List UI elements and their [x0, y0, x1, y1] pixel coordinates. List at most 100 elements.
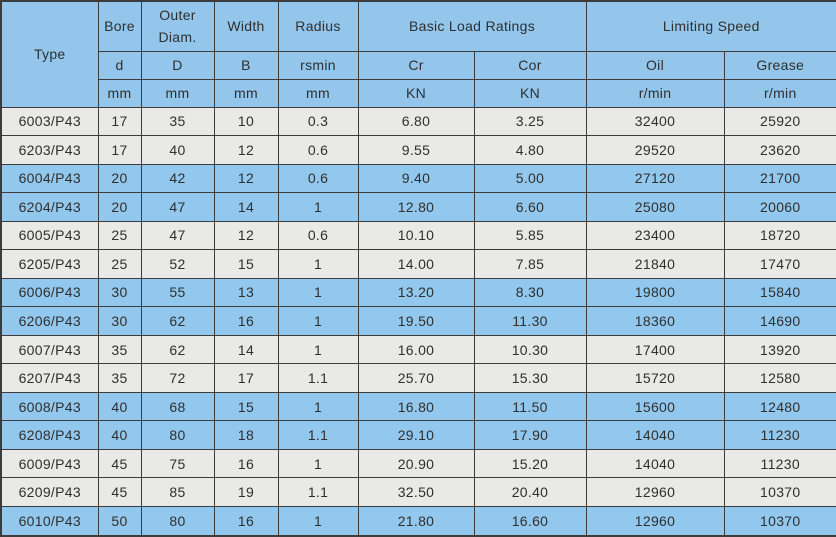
header-symbol-rsmin: rsmin	[277, 50, 359, 80]
table-row: 6205/P43 25 52 15 1 14.00 7.85 21840 17470	[0, 249, 836, 279]
header-row-symbols: d D B rsmin Cr Cor Oil Grease	[1, 50, 836, 80]
header-outer-diam: Outer Diam.	[140, 0, 215, 52]
cell-B: 16	[213, 306, 279, 336]
cell-cr: 32.50	[357, 477, 475, 507]
table-row: 6208/P43 40 80 18 1.1 29.10 17.90 14040 11230	[0, 420, 836, 450]
cell-d: 35	[97, 363, 142, 393]
cell-cor: 17.90	[473, 420, 587, 450]
table-header: Type Bore Outer Diam. Width Radius Basic…	[0, 0, 836, 108]
header-outer-diam-line2: Diam.	[158, 29, 197, 46]
cell-rsmin: 1	[277, 306, 359, 336]
header-symbol-cr: Cr	[357, 50, 475, 80]
table-row: 6206/P43 30 62 16 1 19.50 11.30 18360 14690	[0, 306, 836, 336]
cell-oil: 14040	[585, 448, 725, 479]
header-unit-cr: KN	[357, 78, 475, 108]
cell-grease: 15840	[723, 277, 836, 308]
cell-grease: 13920	[723, 334, 836, 365]
cell-B: 16	[213, 448, 279, 479]
cell-cr: 21.80	[357, 505, 475, 537]
cell-type: 6006/P43	[0, 277, 99, 308]
cell-cor: 5.85	[473, 220, 587, 251]
cell-rsmin: 0.6	[277, 135, 359, 165]
table-row: 6207/P43 35 72 17 1.1 25.70 15.30 15720 12580	[0, 363, 836, 393]
table-row: 6204/P43 20 47 14 1 12.80 6.60 25080 20060	[0, 192, 836, 222]
cell-grease: 23620	[723, 135, 836, 165]
cell-D: 47	[140, 220, 215, 251]
header-type: Type	[0, 0, 99, 108]
header-unit-oil: r/min	[585, 78, 725, 108]
cell-D: 55	[140, 277, 215, 308]
table-row: 6010/P43 50 80 16 1 21.80 16.60 12960 10370	[0, 505, 836, 537]
header-unit-B: mm	[213, 78, 279, 108]
cell-cr: 10.10	[357, 220, 475, 251]
cell-rsmin: 1	[277, 448, 359, 479]
cell-D: 52	[140, 249, 215, 279]
cell-B: 17	[213, 363, 279, 393]
cell-D: 68	[140, 391, 215, 422]
cell-type: 6003/P43	[0, 106, 99, 137]
table-row: 6209/P43 45 85 19 1.1 32.50 20.40 12960 10370	[0, 477, 836, 507]
cell-oil: 32400	[585, 106, 725, 137]
cell-type: 6209/P43	[0, 477, 99, 507]
cell-d: 45	[97, 448, 142, 479]
cell-type: 6205/P43	[0, 249, 99, 279]
header-width: Width	[213, 0, 279, 52]
cell-oil: 25080	[585, 192, 725, 222]
cell-D: 62	[140, 306, 215, 336]
cell-B: 14	[213, 192, 279, 222]
cell-B: 19	[213, 477, 279, 507]
cell-d: 25	[97, 220, 142, 251]
cell-cor: 7.85	[473, 249, 587, 279]
cell-d: 40	[97, 391, 142, 422]
cell-grease: 12580	[723, 363, 836, 393]
cell-grease: 21700	[723, 163, 836, 194]
cell-cor: 11.50	[473, 391, 587, 422]
table-body: 6003/P43 17 35 10 0.3 6.80 3.25 32400 25920 6203/…	[0, 106, 836, 537]
header-limiting-speed: Limiting Speed	[585, 0, 836, 52]
cell-B: 12	[213, 135, 279, 165]
cell-oil: 19800	[585, 277, 725, 308]
cell-d: 17	[97, 106, 142, 137]
header-symbol-d: d	[97, 50, 142, 80]
cell-cr: 12.80	[357, 192, 475, 222]
cell-rsmin: 0.6	[277, 220, 359, 251]
cell-cr: 25.70	[357, 363, 475, 393]
header-unit-D: mm	[140, 78, 215, 108]
cell-D: 42	[140, 163, 215, 194]
cell-grease: 11230	[723, 448, 836, 479]
cell-rsmin: 1	[277, 192, 359, 222]
cell-oil: 12960	[585, 477, 725, 507]
table-row: 6008/P43 40 68 15 1 16.80 11.50 15600 12480	[0, 391, 836, 422]
header-symbol-oil: Oil	[585, 50, 725, 80]
cell-grease: 14690	[723, 306, 836, 336]
cell-cor: 3.25	[473, 106, 587, 137]
cell-rsmin: 0.3	[277, 106, 359, 137]
cell-oil: 27120	[585, 163, 725, 194]
table-row: 6003/P43 17 35 10 0.3 6.80 3.25 32400 25920	[0, 106, 836, 137]
cell-cr: 13.20	[357, 277, 475, 308]
cell-B: 15	[213, 391, 279, 422]
cell-cor: 10.30	[473, 334, 587, 365]
cell-cor: 20.40	[473, 477, 587, 507]
cell-cr: 6.80	[357, 106, 475, 137]
cell-rsmin: 1	[277, 249, 359, 279]
cell-d: 50	[97, 505, 142, 537]
cell-d: 40	[97, 420, 142, 450]
cell-grease: 10370	[723, 505, 836, 537]
cell-cr: 16.80	[357, 391, 475, 422]
cell-rsmin: 1	[277, 505, 359, 537]
cell-grease: 25920	[723, 106, 836, 137]
header-unit-grease: r/min	[723, 78, 836, 108]
cell-d: 25	[97, 249, 142, 279]
cell-D: 80	[140, 420, 215, 450]
cell-D: 85	[140, 477, 215, 507]
cell-type: 6005/P43	[0, 220, 99, 251]
header-basic-load-ratings: Basic Load Ratings	[357, 0, 587, 52]
cell-type: 6007/P43	[0, 334, 99, 365]
cell-D: 72	[140, 363, 215, 393]
cell-grease: 17470	[723, 249, 836, 279]
cell-B: 15	[213, 249, 279, 279]
cell-d: 20	[97, 192, 142, 222]
cell-cor: 15.30	[473, 363, 587, 393]
header-row-groups: Type Bore Outer Diam. Width Radius Basic…	[0, 0, 836, 108]
